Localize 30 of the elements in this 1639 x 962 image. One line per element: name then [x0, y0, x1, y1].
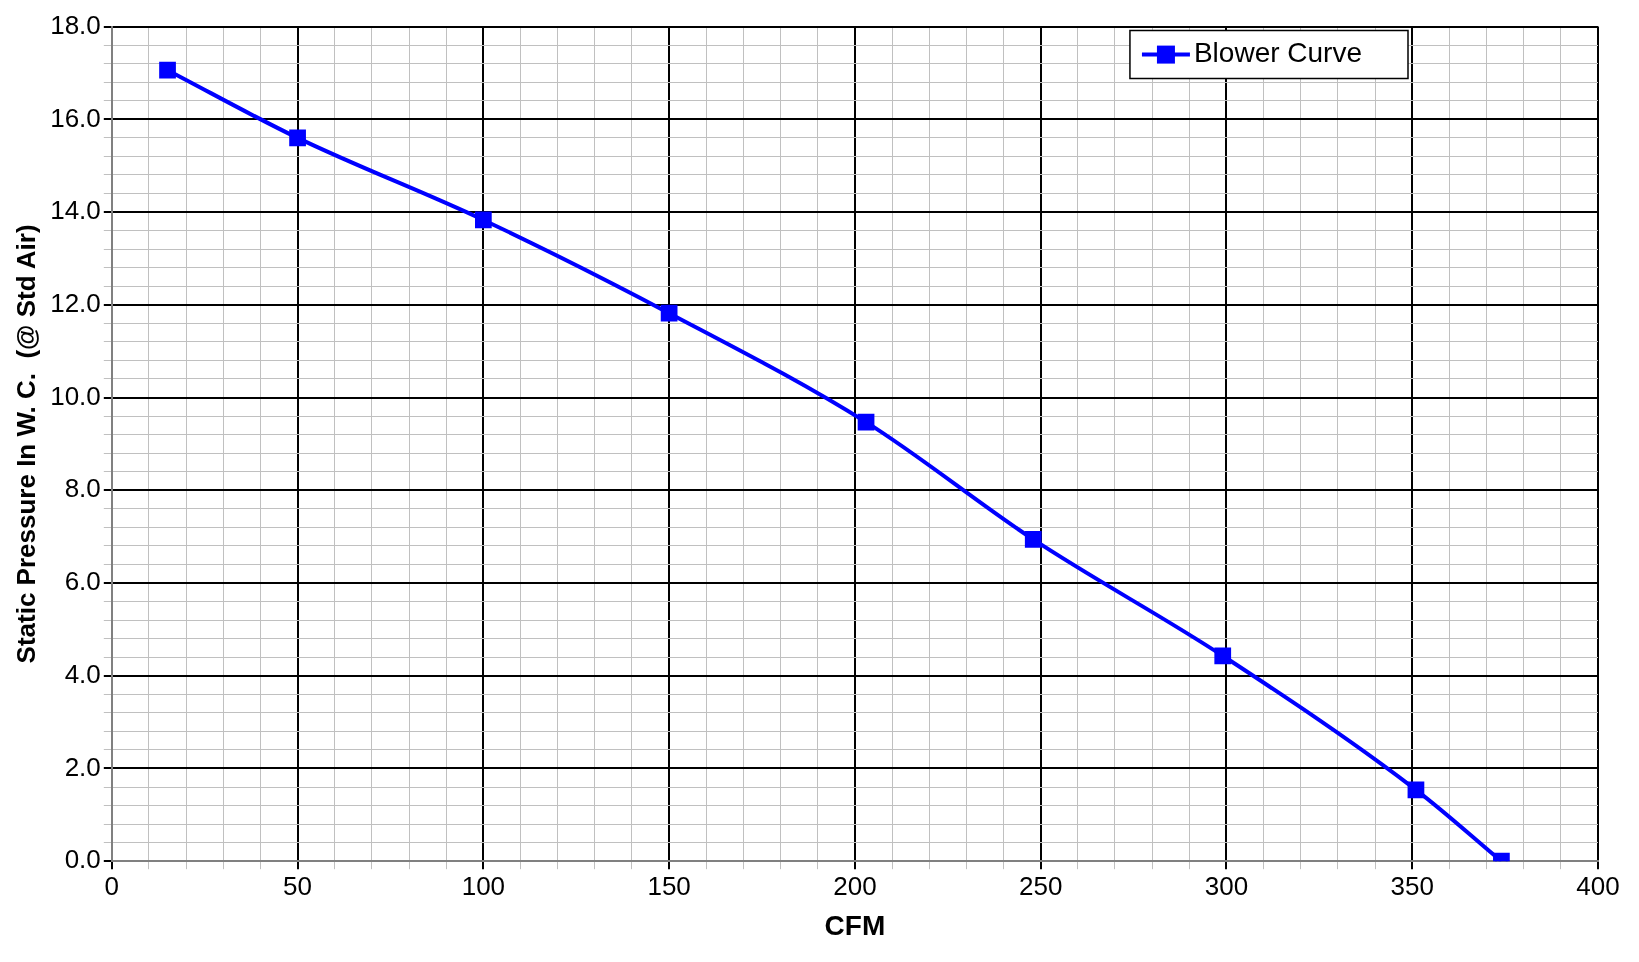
- y-tick-label: 12.0: [50, 287, 101, 318]
- point: [474, 211, 492, 229]
- x-axis-title: CFM: [824, 909, 886, 941]
- y-tick-label: 16.0: [50, 102, 101, 133]
- x-tick-label: 50: [283, 870, 313, 901]
- point: [1407, 781, 1425, 799]
- x-tick-label: 0: [104, 870, 120, 901]
- x-tick-label: 200: [833, 870, 877, 901]
- point: [289, 129, 306, 147]
- point: [857, 413, 875, 431]
- point: [159, 61, 176, 79]
- y-tick-label: 4.0: [64, 658, 101, 689]
- y-tick-label: 6.0: [64, 566, 101, 597]
- y-tick-label: 2.0: [64, 751, 101, 782]
- y-tick-label: 8.0: [64, 473, 101, 504]
- x-tick-label: 400: [1576, 870, 1620, 901]
- x-tick-label: 300: [1204, 870, 1249, 901]
- y-tick-label: 0.0: [64, 844, 101, 875]
- point: [1214, 647, 1232, 665]
- y-tick-label: 10.0: [50, 380, 101, 411]
- x-tick-label: 150: [647, 870, 691, 901]
- y-tick-label: 14.0: [50, 195, 101, 226]
- x-tick-label: 350: [1390, 870, 1434, 901]
- x-tick-label: 250: [1018, 870, 1063, 901]
- y-axis-title: Static Pressure In W. C. (@ Std Air): [10, 224, 41, 664]
- point: [1024, 531, 1042, 548]
- x-tick-label: 100: [461, 870, 506, 901]
- point: [660, 304, 678, 322]
- y-tick-label: 18.0: [50, 9, 101, 40]
- legend-label: Blower Curve: [1193, 37, 1363, 69]
